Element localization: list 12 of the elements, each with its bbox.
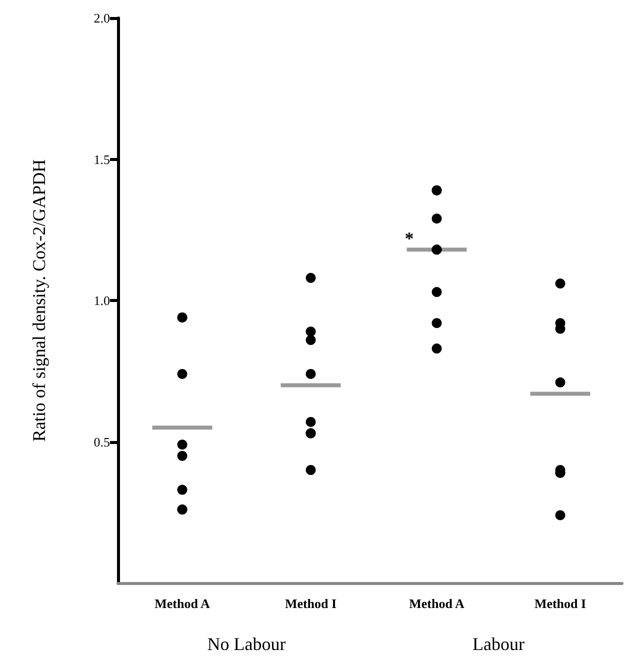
- y-tick-label: 2.0: [94, 10, 110, 26]
- x-axis-title: Labour: [472, 634, 524, 654]
- annotation: *: [404, 228, 414, 249]
- y-tick-label: 0.5: [94, 434, 110, 450]
- x-tick-label: Method A: [409, 596, 465, 611]
- x-axis-title: No Labour: [207, 634, 286, 654]
- y-tick-label: 1.0: [94, 293, 110, 308]
- x-tick-label: Method I: [284, 596, 337, 611]
- y-axis-title: Ratio of signal density. Cox-2/GAPDH: [29, 159, 49, 442]
- x-tick-label: Method I: [534, 596, 586, 611]
- x-tick-label: Method A: [154, 596, 210, 611]
- y-tick-label: 1.5: [94, 152, 110, 167]
